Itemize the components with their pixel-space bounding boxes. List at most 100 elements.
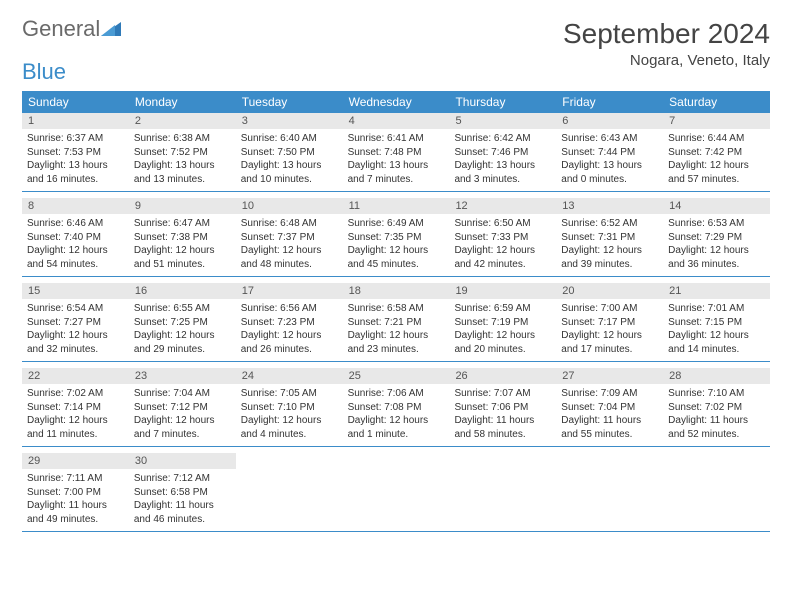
sunrise-line: Sunrise: 6:42 AM (454, 132, 551, 146)
logo-text-2: Blue (22, 59, 770, 85)
daylight-line: Daylight: 13 hours and 0 minutes. (561, 159, 658, 186)
day-number: 18 (343, 283, 450, 299)
day-cell: 16Sunrise: 6:55 AMSunset: 7:25 PMDayligh… (129, 283, 236, 361)
day-info: Sunrise: 7:11 AMSunset: 7:00 PMDaylight:… (22, 469, 129, 530)
daylight-line: Daylight: 12 hours and 14 minutes. (668, 329, 765, 356)
day-cell (449, 453, 556, 531)
day-number: 12 (449, 198, 556, 214)
sunrise-line: Sunrise: 7:05 AM (241, 387, 338, 401)
sunset-line: Sunset: 7:25 PM (134, 316, 231, 330)
day-number: 13 (556, 198, 663, 214)
day-info: Sunrise: 6:37 AMSunset: 7:53 PMDaylight:… (22, 129, 129, 190)
day-info: Sunrise: 7:06 AMSunset: 7:08 PMDaylight:… (343, 384, 450, 445)
sunset-line: Sunset: 7:33 PM (454, 231, 551, 245)
day-number: 2 (129, 113, 236, 129)
sunset-line: Sunset: 7:38 PM (134, 231, 231, 245)
day-info: Sunrise: 6:41 AMSunset: 7:48 PMDaylight:… (343, 129, 450, 190)
sunset-line: Sunset: 7:42 PM (668, 146, 765, 160)
day-cell: 23Sunrise: 7:04 AMSunset: 7:12 PMDayligh… (129, 368, 236, 446)
day-number: 20 (556, 283, 663, 299)
weekday-header: Tuesday (236, 91, 343, 113)
daylight-line: Daylight: 12 hours and 51 minutes. (134, 244, 231, 271)
day-cell: 10Sunrise: 6:48 AMSunset: 7:37 PMDayligh… (236, 198, 343, 276)
logo-text-1: General (22, 18, 100, 40)
day-number: 3 (236, 113, 343, 129)
day-number: 16 (129, 283, 236, 299)
sunset-line: Sunset: 7:04 PM (561, 401, 658, 415)
weekday-header: Friday (556, 91, 663, 113)
day-info: Sunrise: 6:46 AMSunset: 7:40 PMDaylight:… (22, 214, 129, 275)
day-cell: 7Sunrise: 6:44 AMSunset: 7:42 PMDaylight… (663, 113, 770, 191)
day-cell: 24Sunrise: 7:05 AMSunset: 7:10 PMDayligh… (236, 368, 343, 446)
day-cell: 5Sunrise: 6:42 AMSunset: 7:46 PMDaylight… (449, 113, 556, 191)
day-cell: 8Sunrise: 6:46 AMSunset: 7:40 PMDaylight… (22, 198, 129, 276)
sunrise-line: Sunrise: 6:49 AM (348, 217, 445, 231)
day-info: Sunrise: 6:42 AMSunset: 7:46 PMDaylight:… (449, 129, 556, 190)
sunrise-line: Sunrise: 7:09 AM (561, 387, 658, 401)
day-info: Sunrise: 7:09 AMSunset: 7:04 PMDaylight:… (556, 384, 663, 445)
day-number: 19 (449, 283, 556, 299)
day-cell: 11 Sunrise: 6:49 AMSunset: 7:35 PMDayligh… (343, 198, 450, 276)
day-number: 17 (236, 283, 343, 299)
day-cell: 13Sunrise: 6:52 AMSunset: 7:31 PMDayligh… (556, 198, 663, 276)
daylight-line: Daylight: 13 hours and 10 minutes. (241, 159, 338, 186)
day-cell: 15Sunrise: 6:54 AMSunset: 7:27 PMDayligh… (22, 283, 129, 361)
daylight-line: Daylight: 11 hours and 55 minutes. (561, 414, 658, 441)
daylight-line: Daylight: 12 hours and 32 minutes. (27, 329, 124, 356)
day-number: 11 (343, 198, 450, 214)
daylight-line: Daylight: 11 hours and 52 minutes. (668, 414, 765, 441)
day-number: 14 (663, 198, 770, 214)
sunset-line: Sunset: 7:08 PM (348, 401, 445, 415)
sunset-line: Sunset: 7:44 PM (561, 146, 658, 160)
sunset-line: Sunset: 7:17 PM (561, 316, 658, 330)
day-number: 7 (663, 113, 770, 129)
sunset-line: Sunset: 7:35 PM (348, 231, 445, 245)
sunrise-line: Sunrise: 7:00 AM (561, 302, 658, 316)
day-cell: 25Sunrise: 7:06 AMSunset: 7:08 PMDayligh… (343, 368, 450, 446)
day-cell: 2Sunrise: 6:38 AMSunset: 7:52 PMDaylight… (129, 113, 236, 191)
daylight-line: Daylight: 12 hours and 7 minutes. (134, 414, 231, 441)
sunset-line: Sunset: 6:58 PM (134, 486, 231, 500)
daylight-line: Daylight: 11 hours and 49 minutes. (27, 499, 124, 526)
sunset-line: Sunset: 7:48 PM (348, 146, 445, 160)
sunrise-line: Sunrise: 6:47 AM (134, 217, 231, 231)
day-info: Sunrise: 6:50 AMSunset: 7:33 PMDaylight:… (449, 214, 556, 275)
day-info: Sunrise: 7:07 AMSunset: 7:06 PMDaylight:… (449, 384, 556, 445)
day-number: 15 (22, 283, 129, 299)
sunrise-line: Sunrise: 7:10 AM (668, 387, 765, 401)
weekday-header: Monday (129, 91, 236, 113)
daylight-line: Daylight: 12 hours and 26 minutes. (241, 329, 338, 356)
day-number: 5 (449, 113, 556, 129)
day-cell: 26Sunrise: 7:07 AMSunset: 7:06 PMDayligh… (449, 368, 556, 446)
sunrise-line: Sunrise: 6:44 AM (668, 132, 765, 146)
sunset-line: Sunset: 7:15 PM (668, 316, 765, 330)
sunset-line: Sunset: 7:00 PM (27, 486, 124, 500)
sunset-line: Sunset: 7:52 PM (134, 146, 231, 160)
sunrise-line: Sunrise: 6:37 AM (27, 132, 124, 146)
daylight-line: Daylight: 12 hours and 17 minutes. (561, 329, 658, 356)
day-info: Sunrise: 7:00 AMSunset: 7:17 PMDaylight:… (556, 299, 663, 360)
sunrise-line: Sunrise: 7:01 AM (668, 302, 765, 316)
day-cell: 22Sunrise: 7:02 AMSunset: 7:14 PMDayligh… (22, 368, 129, 446)
daylight-line: Daylight: 12 hours and 36 minutes. (668, 244, 765, 271)
sunrise-line: Sunrise: 6:40 AM (241, 132, 338, 146)
day-cell: 17Sunrise: 6:56 AMSunset: 7:23 PMDayligh… (236, 283, 343, 361)
sunrise-line: Sunrise: 6:54 AM (27, 302, 124, 316)
sunset-line: Sunset: 7:19 PM (454, 316, 551, 330)
day-info: Sunrise: 6:54 AMSunset: 7:27 PMDaylight:… (22, 299, 129, 360)
sunrise-line: Sunrise: 7:06 AM (348, 387, 445, 401)
sunrise-line: Sunrise: 6:46 AM (27, 217, 124, 231)
day-cell: 27Sunrise: 7:09 AMSunset: 7:04 PMDayligh… (556, 368, 663, 446)
day-info: Sunrise: 6:47 AMSunset: 7:38 PMDaylight:… (129, 214, 236, 275)
day-cell: 18Sunrise: 6:58 AMSunset: 7:21 PMDayligh… (343, 283, 450, 361)
sunrise-line: Sunrise: 6:59 AM (454, 302, 551, 316)
daylight-line: Daylight: 12 hours and 1 minute. (348, 414, 445, 441)
day-number: 9 (129, 198, 236, 214)
day-number: 29 (22, 453, 129, 469)
sunset-line: Sunset: 7:02 PM (668, 401, 765, 415)
day-number: 25 (343, 368, 450, 384)
day-cell: 21Sunrise: 7:01 AMSunset: 7:15 PMDayligh… (663, 283, 770, 361)
day-cell: 9Sunrise: 6:47 AMSunset: 7:38 PMDaylight… (129, 198, 236, 276)
daylight-line: Daylight: 12 hours and 45 minutes. (348, 244, 445, 271)
sunrise-line: Sunrise: 6:38 AM (134, 132, 231, 146)
